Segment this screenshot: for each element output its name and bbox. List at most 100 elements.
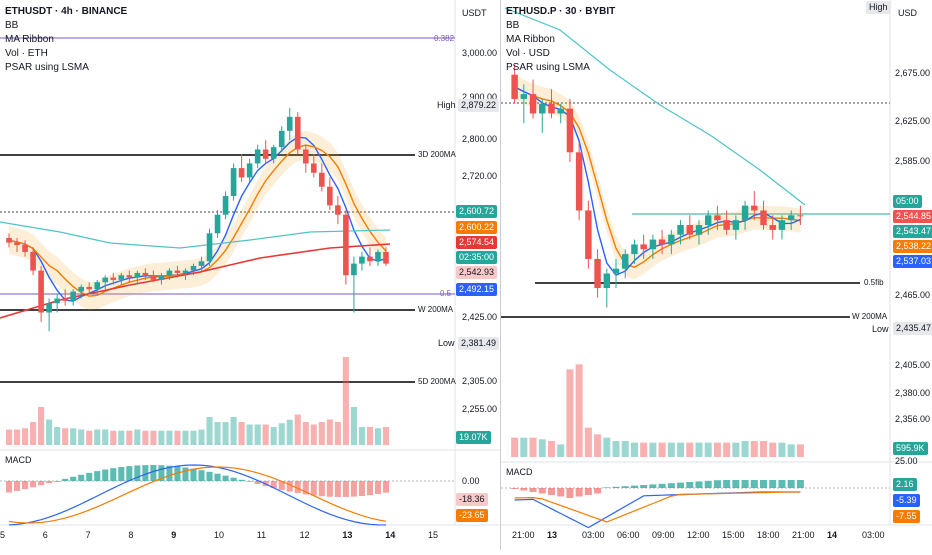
left-candle-body [294, 116, 301, 150]
left-volume-bar [182, 430, 189, 445]
right-indicator-psar[interactable]: PSAR using LSMA [506, 62, 590, 73]
right-volume-bar [769, 442, 777, 457]
right-macd-histogram-bar [769, 480, 777, 488]
left-macd-histogram-bar [214, 473, 221, 481]
right-candle-body [732, 220, 740, 230]
left-indicator-vol[interactable]: Vol · ETH [5, 48, 48, 59]
left-indicator-psar[interactable]: PSAR using LSMA [5, 62, 89, 73]
right-macd-histogram-bar [575, 488, 583, 497]
left-macd-histogram-bar [118, 466, 125, 481]
right-macd-histogram-bar [677, 482, 685, 488]
right-volume-bar [612, 441, 620, 457]
left-indicator-ma-ribbon[interactable]: MA Ribbon [5, 34, 54, 45]
right-macd-histogram-bar [547, 488, 555, 495]
left-candle-body [166, 270, 173, 276]
right-candle-body [511, 74, 518, 99]
left-macd-title[interactable]: MACD [5, 455, 32, 465]
left-volume-bar [206, 417, 213, 445]
left-volume-bar [222, 422, 229, 445]
right-tag-2537-03: 2,537.03 [893, 255, 932, 268]
left-bb-band [9, 131, 386, 311]
left-volume-bar [62, 428, 69, 445]
right-macd-histogram-bar [612, 486, 620, 488]
left-volume-bar [86, 430, 93, 445]
right-indicator-vol[interactable]: Vol · USD [506, 48, 550, 59]
left-time-tick: 7 [85, 530, 91, 540]
left-macd-histogram-bar [382, 481, 390, 493]
right-candle-body [695, 225, 703, 235]
right-price-tick: 2,585.00 [895, 156, 931, 166]
right-volume-bar [538, 439, 546, 457]
right-indicator-bb[interactable]: BB [506, 20, 520, 31]
left-tag-2600-72: 2,600.72 [456, 205, 498, 218]
left-macd-histogram-bar [38, 481, 45, 486]
right-macd-histogram-bar [594, 488, 602, 494]
left-macd-histogram-bar [222, 475, 229, 481]
right-volume-bar [658, 442, 666, 457]
right-time-tick: 15:00 [722, 530, 745, 540]
right-macd-title[interactable]: MACD [506, 467, 533, 477]
left-time-tick: 6 [42, 530, 48, 540]
left-candle-body [230, 168, 237, 197]
right-currency[interactable]: USD [898, 8, 918, 18]
right-indicator-ma-ribbon[interactable]: MA Ribbon [506, 34, 555, 45]
left-price-tick: 2,305.00 [462, 376, 498, 386]
left-macd-histogram-bar [30, 481, 37, 488]
right-time-tick: 14 [827, 530, 838, 540]
right-candle-body [585, 210, 592, 259]
right-macd-histogram-bar [704, 480, 712, 488]
pane-divider[interactable] [500, 0, 501, 550]
left-currency[interactable]: USDT [462, 8, 487, 18]
left-macd-histogram-bar [230, 477, 237, 481]
left-volume-bar [230, 417, 237, 445]
right-candle-body [612, 268, 620, 274]
right-macd-histogram-bar [686, 482, 694, 488]
left-volume-bar [294, 414, 301, 445]
right-volume-bar [695, 442, 703, 457]
left-candle-body [351, 263, 357, 276]
right-ma-ribbon-orange [514, 86, 801, 268]
right-candle-body [760, 210, 767, 226]
right-macd-histogram-bar [695, 481, 703, 488]
right-candle-body [677, 225, 684, 235]
left-candle-body [102, 277, 109, 283]
left-candle-body [367, 256, 373, 262]
left-candle-body [335, 205, 341, 215]
right-price-tick: 2,405.00 [895, 360, 931, 370]
left-candle-body [198, 261, 205, 266]
left-symbol-title[interactable]: ETHUSDT · 4h · BINANCE [5, 6, 128, 17]
right-symbol-title[interactable]: ETHUSD.P · 30 · BYBIT [506, 6, 616, 17]
left-candle-body [206, 233, 213, 262]
left-candle-body [86, 286, 93, 290]
right-price-tick: 2,625.00 [895, 116, 931, 126]
right-volume-bar [584, 427, 592, 457]
right-time-tick: 03:00 [582, 530, 605, 540]
left-volume-bar [246, 424, 253, 445]
left-volume-bar [94, 429, 101, 445]
left-candle-body [158, 275, 165, 280]
left-candle-body [70, 291, 76, 301]
left-candle-body [142, 272, 149, 276]
left-macd-histogram-bar [166, 465, 173, 481]
left-volume-bar [102, 429, 109, 445]
left-volume-bar [326, 419, 333, 445]
left-macd-histogram-bar [310, 481, 317, 496]
left-price-tick: 2,720.00 [462, 171, 498, 181]
left-macd-histogram-bar [294, 481, 301, 494]
right-volume-bar [621, 441, 629, 457]
left-volume-bar [374, 428, 382, 445]
right-candle-body [787, 215, 795, 221]
left-volume-bar [382, 427, 390, 445]
left-candle-body [327, 186, 333, 206]
right-volume-bar [704, 442, 712, 457]
right-volume-bar [677, 442, 685, 457]
right-volume-bar [547, 441, 555, 457]
right-volume-bar [760, 441, 768, 457]
right-candle-body [529, 94, 537, 114]
left-candle-body [246, 163, 253, 178]
right-low-label: Low [872, 324, 889, 334]
left-volume-bar [342, 357, 349, 445]
right-macd-histogram-bar [750, 480, 758, 488]
left-indicator-bb[interactable]: BB [5, 20, 19, 31]
